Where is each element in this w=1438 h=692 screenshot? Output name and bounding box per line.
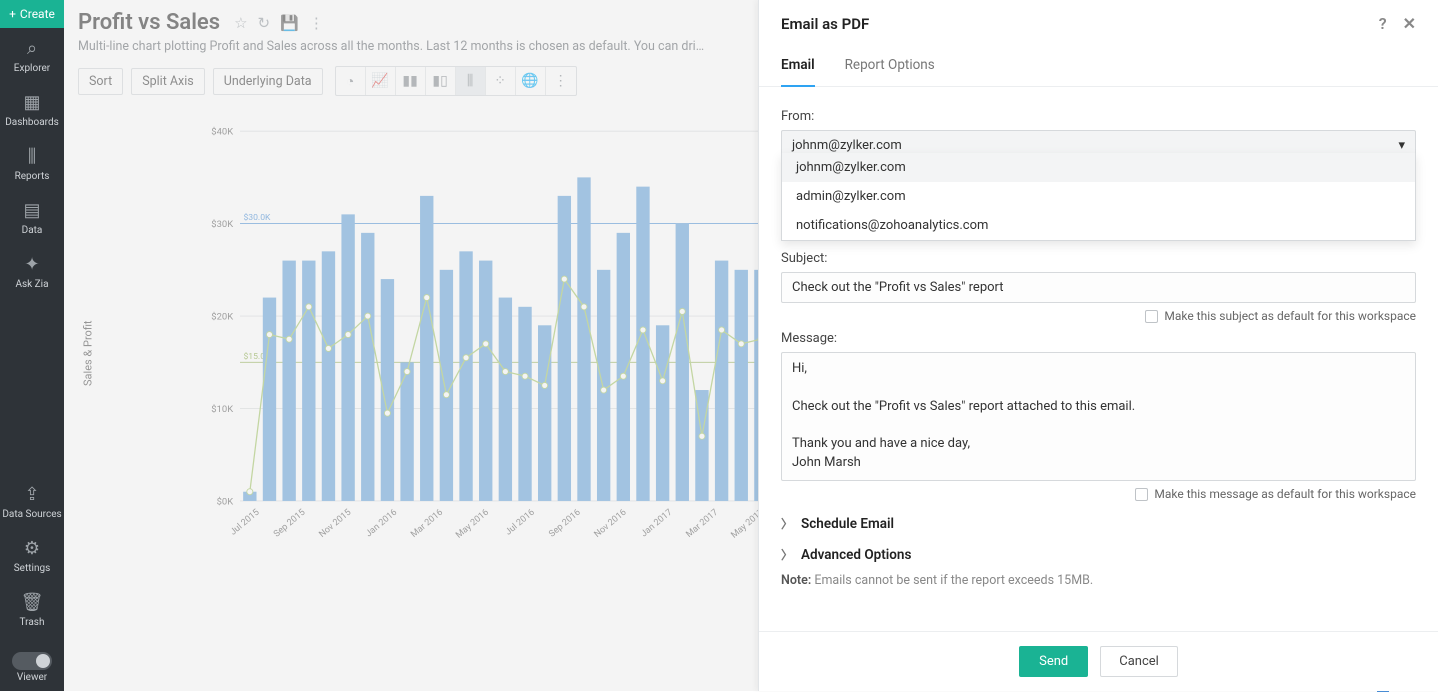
svg-text:Nov 2015: Nov 2015 [317, 508, 353, 540]
from-option-2[interactable]: notifications@zohoanalytics.com [782, 211, 1415, 240]
schedule-email-expander[interactable]: 〉 Schedule Email [781, 515, 1416, 532]
svg-text:May 2016: May 2016 [454, 508, 491, 541]
save-icon[interactable]: 💾 [280, 14, 299, 32]
viewer-toggle[interactable] [12, 652, 52, 670]
advanced-options-expander[interactable]: 〉 Advanced Options [781, 546, 1416, 563]
create-button[interactable]: + Create [0, 0, 64, 28]
star-icon[interactable]: ☆ [234, 14, 247, 32]
nav-settings[interactable]: ⚙Settings [0, 528, 64, 582]
svg-text:Nov 2016: Nov 2016 [593, 508, 629, 540]
message-textarea[interactable]: Hi, Check out the "Profit vs Sales" repo… [781, 352, 1416, 481]
svg-text:$20K: $20K [211, 312, 233, 323]
send-button[interactable]: Send [1019, 646, 1088, 677]
svg-text:$0K: $0K [217, 496, 234, 507]
create-label: Create [20, 7, 55, 21]
more-icon[interactable]: ⋮ [309, 14, 324, 32]
plus-icon: + [9, 7, 16, 21]
chevron-right-icon: 〉 [781, 546, 793, 563]
left-nav: + Create ⌕Explorer▦Dashboards⫼Reports▤Da… [0, 0, 64, 691]
panel-title: Email as PDF [781, 15, 869, 33]
trash-icon: 🗑 [0, 592, 64, 613]
help-icon[interactable]: ? [1379, 14, 1387, 33]
stacked-bar-icon[interactable]: ▮▯ [426, 67, 456, 95]
note: Note: Emails cannot be sent if the repor… [781, 573, 1416, 588]
svg-text:$30K: $30K [211, 219, 233, 230]
subject-input[interactable] [781, 272, 1416, 303]
svg-text:$30.0K: $30.0K [243, 212, 271, 223]
from-dropdown: johnm@zylker.com admin@zylker.com notifi… [781, 153, 1416, 241]
nav-reports[interactable]: ⫼Reports [0, 136, 64, 190]
sort-button[interactable]: Sort [78, 68, 123, 95]
panel-tabs: Email Report Options [759, 47, 1438, 87]
message-default-checkbox[interactable] [1135, 488, 1148, 501]
from-value: johnm@zylker.com [792, 138, 902, 153]
from-option-1[interactable]: admin@zylker.com [782, 182, 1415, 211]
from-label: From: [781, 109, 1416, 124]
data-icon: ▤ [0, 200, 64, 221]
pie-chart-icon[interactable]: ◔ [336, 67, 366, 95]
chart-svg: $0K$10K$20K$30K$40K$30.0K$15.0KJul 2015S… [178, 126, 818, 556]
svg-text:Mar 2016: Mar 2016 [409, 508, 445, 540]
svg-text:Sep 2015: Sep 2015 [272, 508, 307, 540]
split-axis-button[interactable]: Split Axis [131, 68, 205, 95]
message-label: Message: [781, 331, 1416, 346]
nav-ask-zia[interactable]: ✦Ask Zia [0, 244, 64, 298]
combo-chart-icon[interactable]: ⫼ [456, 67, 486, 95]
nav-explorer[interactable]: ⌕Explorer [0, 28, 64, 82]
message-default-label: Make this message as default for this wo… [1154, 487, 1416, 501]
nav-trash[interactable]: 🗑Trash [0, 582, 64, 636]
nav-dashboards[interactable]: ▦Dashboards [0, 82, 64, 136]
subject-label: Subject: [781, 251, 1416, 266]
nav-data[interactable]: ▤Data [0, 190, 64, 244]
svg-text:Sep 2016: Sep 2016 [547, 508, 582, 540]
svg-text:Jan 2017: Jan 2017 [639, 508, 674, 540]
svg-text:$40K: $40K [211, 127, 233, 138]
chevron-down-icon: ▾ [1398, 138, 1405, 153]
email-form: From: johnm@zylker.com ▾ johnm@zylker.co… [759, 87, 1438, 602]
explorer-icon: ⌕ [0, 38, 64, 59]
svg-text:Jul 2016: Jul 2016 [504, 508, 537, 538]
underlying-data-button[interactable]: Underlying Data [213, 68, 323, 95]
tab-email[interactable]: Email [781, 47, 815, 87]
settings-icon: ⚙ [0, 538, 64, 559]
close-icon[interactable]: ✕ [1403, 14, 1416, 33]
viewer-toggle-item[interactable]: Viewer [0, 636, 64, 691]
svg-text:$10K: $10K [211, 404, 233, 415]
cancel-button[interactable]: Cancel [1100, 646, 1178, 677]
svg-text:Jan 2016: Jan 2016 [364, 508, 399, 540]
ask zia-icon: ✦ [0, 254, 64, 275]
nav-data-sources[interactable]: ⇪Data Sources [0, 474, 64, 528]
tab-report-options[interactable]: Report Options [845, 47, 935, 86]
data sources-icon: ⇪ [0, 484, 64, 505]
reports-icon: ⫼ [0, 146, 64, 167]
map-chart-icon[interactable]: 🌐 [516, 67, 546, 95]
viewer-label: Viewer [17, 672, 47, 683]
from-option-0[interactable]: johnm@zylker.com [782, 153, 1415, 182]
scatter-chart-icon[interactable]: ⁘ [486, 67, 516, 95]
subject-default-label: Make this subject as default for this wo… [1164, 309, 1416, 323]
chevron-right-icon: 〉 [781, 515, 793, 532]
svg-text:Mar 2017: Mar 2017 [684, 508, 720, 540]
svg-text:Jul 2015: Jul 2015 [229, 508, 262, 538]
chart-more-icon[interactable]: ⋮ [546, 67, 576, 95]
page-title: Profit vs Sales [78, 10, 220, 35]
chart-type-switcher: ◔ 📈 ▮▮ ▮▯ ⫼ ⁘ 🌐 ⋮ [335, 66, 577, 96]
bar-chart-icon[interactable]: ▮▮ [396, 67, 426, 95]
dashboards-icon: ▦ [0, 92, 64, 113]
y-axis-label: Sales & Profit [82, 320, 95, 386]
refresh-icon[interactable]: ↻ [258, 14, 271, 32]
email-pdf-panel: Email as PDF ? ✕ Email Report Options Fr… [758, 0, 1438, 691]
line-chart-icon[interactable]: 📈 [366, 67, 396, 95]
subject-default-checkbox[interactable] [1145, 310, 1158, 323]
